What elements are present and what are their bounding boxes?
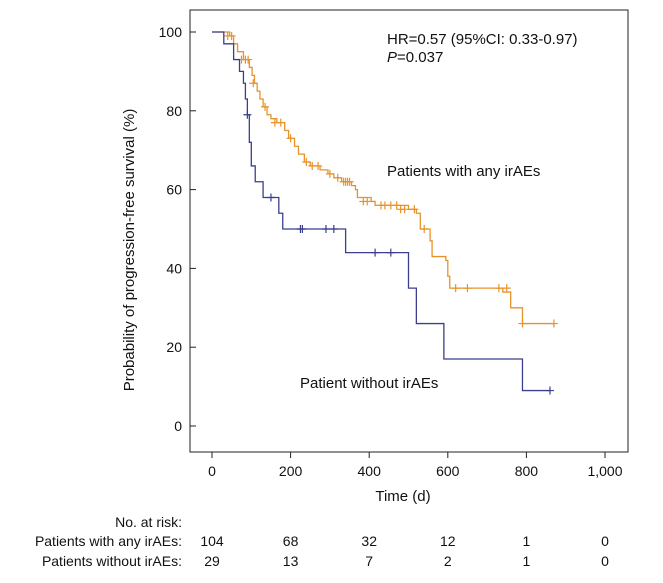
risk-row-label: Patients with any irAEs:	[35, 533, 182, 549]
censor-mark	[494, 284, 503, 293]
risk-value: 13	[283, 553, 299, 569]
censor-mark	[345, 177, 354, 186]
censor-mark	[276, 118, 285, 127]
series-without-iraes	[212, 31, 554, 395]
censor-mark	[244, 55, 253, 64]
censor-mark	[261, 102, 270, 111]
series-line	[212, 31, 550, 392]
x-tick-label: 200	[279, 463, 303, 479]
censor-mark	[329, 225, 338, 233]
risk-value: 7	[365, 553, 373, 569]
y-tick-label: 40	[166, 260, 182, 276]
x-tick-label: 0	[208, 463, 216, 479]
censor-mark	[314, 161, 323, 170]
censor-mark	[249, 79, 258, 88]
y-tick-label: 100	[159, 24, 183, 40]
y-tick-label: 60	[166, 182, 182, 198]
p-annotation: P=0.037	[387, 49, 443, 66]
censor-mark	[545, 386, 554, 395]
censor-mark	[392, 201, 401, 210]
x-tick-label: 400	[358, 463, 382, 479]
x-tick-label: 600	[436, 463, 460, 479]
series-line	[212, 31, 554, 325]
x-tick-label: 1,000	[587, 463, 622, 479]
censor-mark	[243, 110, 252, 119]
series-label-with-iraes: Patients with any irAEs	[387, 163, 540, 180]
censor-mark	[451, 284, 460, 293]
censor-mark	[227, 31, 236, 40]
censor-mark	[266, 193, 275, 202]
censor-mark	[386, 248, 395, 257]
risk-value: 2	[444, 553, 452, 569]
risk-value: 29	[204, 553, 220, 569]
y-tick-label: 0	[174, 418, 182, 434]
censor-mark	[363, 197, 372, 206]
risk-table-header: No. at risk:	[115, 514, 182, 530]
series-with-iraes	[212, 31, 558, 328]
y-axis-label: Probability of progression-free survival…	[121, 109, 138, 392]
risk-value: 0	[601, 533, 609, 549]
annotations: HR=0.57 (95%CI: 0.33-0.97) P=0.037 Patie…	[121, 31, 578, 505]
censor-mark	[502, 284, 511, 293]
censor-mark	[371, 248, 380, 257]
risk-value: 0	[601, 553, 609, 569]
censor-mark	[302, 158, 311, 167]
censor-mark	[400, 205, 409, 214]
censor-mark	[420, 225, 429, 233]
x-tick-label: 800	[515, 463, 539, 479]
risk-value: 1	[523, 553, 531, 569]
censor-mark	[325, 169, 334, 178]
censor-mark	[333, 173, 342, 182]
y-tick-label: 20	[166, 339, 182, 355]
survival-curves	[212, 31, 558, 395]
risk-row-label: Patients without irAEs:	[42, 553, 182, 569]
risk-value: 1	[523, 533, 531, 549]
censor-mark	[463, 284, 472, 293]
censor-mark	[410, 205, 419, 214]
risk-value: 68	[283, 533, 299, 549]
plot-area	[189, 9, 629, 453]
risk-value: 104	[200, 533, 224, 549]
censor-mark	[286, 134, 295, 143]
plot-frame	[189, 9, 629, 453]
hr-annotation: HR=0.57 (95%CI: 0.33-0.97)	[387, 31, 578, 48]
censor-mark	[549, 319, 558, 328]
y-tick-label: 80	[166, 103, 182, 119]
series-label-without-iraes: Patient without irAEs	[300, 375, 438, 392]
risk-table: No. at risk: Patients with any irAEs: 104…	[35, 514, 609, 569]
censor-mark	[321, 225, 330, 233]
risk-value: 12	[440, 533, 456, 549]
x-axis-label: Time (d)	[375, 488, 430, 505]
axes: 0 20 40 60 80 100 0 200 400 600 800 1,000	[159, 24, 623, 479]
censor-mark	[518, 319, 527, 328]
censor-mark	[298, 225, 307, 233]
risk-value: 32	[361, 533, 377, 549]
